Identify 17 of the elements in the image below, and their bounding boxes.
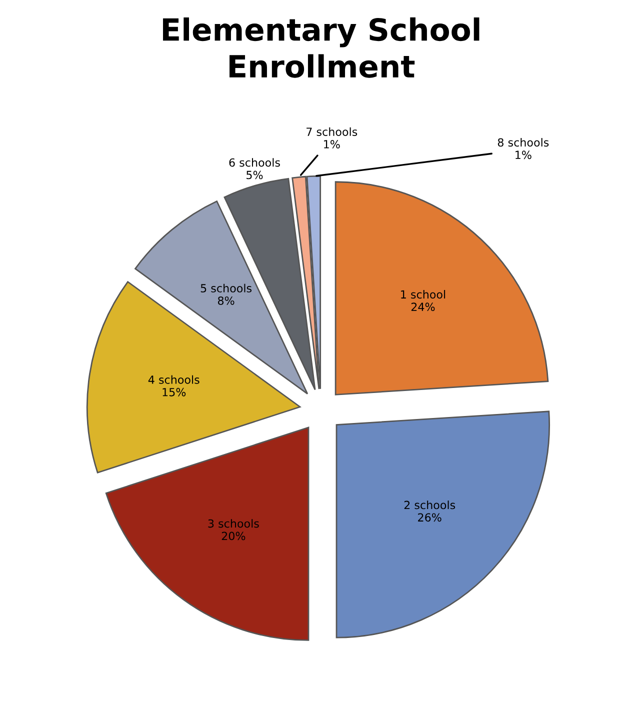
chart-title: Elementary School Enrollment (163, 17, 480, 78)
data-label: 15% (162, 388, 186, 396)
slice-label: 7 schools (306, 127, 358, 136)
slice-label: 2 schools (404, 500, 456, 510)
data-label: 1% (324, 140, 340, 148)
slice-label: 1 school (401, 290, 446, 299)
slice-label: 6 schools (229, 158, 280, 167)
data-label: 8% (218, 296, 234, 305)
data-label: 1% (516, 150, 532, 160)
data-label: 20% (222, 532, 246, 540)
data-label: 26% (418, 513, 442, 522)
data-label: 24% (411, 302, 435, 312)
slice-label: 5 schools (200, 284, 252, 292)
data-label: 5% (246, 170, 263, 180)
slice-label: 3 schools (208, 519, 259, 528)
slice-label: 8 schools (498, 138, 549, 147)
slice-label: 4 schools (148, 375, 200, 384)
